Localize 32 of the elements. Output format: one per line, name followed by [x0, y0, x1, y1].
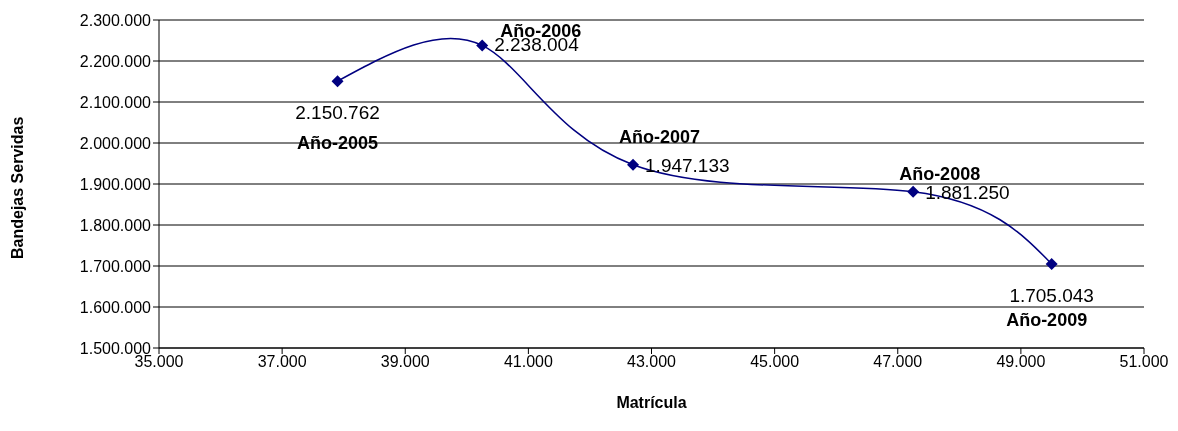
- x-tick-label: 39.000: [380, 353, 430, 371]
- x-tick-label: 35.000: [134, 353, 184, 371]
- point: [476, 39, 489, 52]
- point: [627, 158, 640, 171]
- data-label: 1.881.250: [925, 181, 1010, 203]
- x-tick-label: 37.000: [257, 353, 307, 371]
- annotation: Año-2005: [297, 133, 379, 154]
- y-tick-label: 1.700.000: [79, 257, 152, 275]
- data-label: 1.705.043: [1009, 284, 1094, 306]
- annotation: Año-2009: [1006, 309, 1088, 330]
- y-tick-label: 2.000.000: [79, 134, 152, 152]
- point: [907, 185, 920, 198]
- y-tick-label: 1.800.000: [79, 216, 152, 234]
- y-tick-label: 1.900.000: [79, 175, 152, 193]
- x-tick-label: 45.000: [750, 353, 800, 371]
- data-label: 2.150.762: [295, 102, 380, 124]
- y-tick-label: 2.100.000: [79, 93, 152, 111]
- x-tick-label: 51.000: [1119, 353, 1169, 371]
- data-label: 1.947.133: [645, 154, 730, 176]
- y-tick-label: 1.600.000: [79, 298, 152, 316]
- y-tick-label: 2.300.000: [79, 11, 152, 29]
- annotation: Año-2008: [899, 163, 981, 184]
- y-axis-title: Bandejas Servidas: [8, 116, 26, 259]
- y-tick-label: 2.200.000: [79, 52, 152, 70]
- x-tick-label: 43.000: [627, 353, 677, 371]
- x-tick-label: 41.000: [503, 353, 553, 371]
- point: [331, 75, 344, 88]
- x-tick-label: 49.000: [996, 353, 1046, 371]
- annotation: Año-2007: [619, 126, 701, 147]
- point: [1045, 257, 1058, 270]
- x-tick-label: 47.000: [873, 353, 923, 371]
- x-axis-title: Matrícula: [616, 394, 687, 411]
